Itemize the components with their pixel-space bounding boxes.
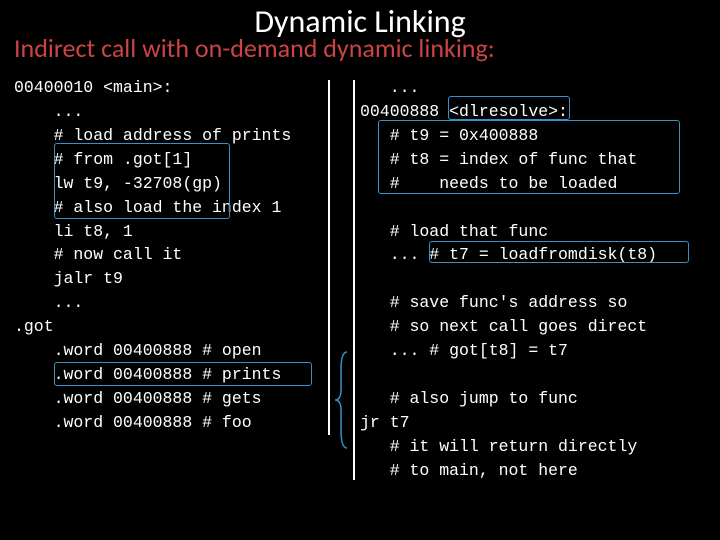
divider-1 xyxy=(328,80,330,435)
divider-2 xyxy=(353,80,355,480)
code-line: # from .got[1] xyxy=(14,150,192,169)
code-line: .word 00400888 # prints xyxy=(14,365,281,384)
code-line: # load address of prints xyxy=(14,126,291,145)
code-line: 00400010 <main>: xyxy=(14,78,172,97)
code-line: ... xyxy=(14,102,83,121)
code-line: .word 00400888 # foo xyxy=(14,413,252,432)
code-line: 00400888 <dlresolve>: xyxy=(360,102,568,121)
code-line: ... xyxy=(14,293,83,312)
code-line: # t9 = 0x400888 xyxy=(360,126,538,145)
code-line: # also jump to func xyxy=(360,389,578,408)
code-line: # needs to be loaded xyxy=(360,174,617,193)
code-block-left: 00400010 <main>: ... # load address of p… xyxy=(14,76,291,435)
code-line: .word 00400888 # gets xyxy=(14,389,262,408)
code-line: # load that func xyxy=(360,222,548,241)
code-line: .got xyxy=(14,317,54,336)
code-line: # now call it xyxy=(14,245,182,264)
code-line: # so next call goes direct xyxy=(360,317,647,336)
code-line: # save func's address so xyxy=(360,293,627,312)
code-block-right: ... 00400888 <dlresolve>: # t9 = 0x40088… xyxy=(360,76,657,483)
code-line: .word 00400888 # open xyxy=(14,341,262,360)
brace-icon xyxy=(331,350,351,450)
code-line: jr t7 xyxy=(360,413,410,432)
code-line: ... # t7 = loadfromdisk(t8) xyxy=(360,245,657,264)
code-line: # to main, not here xyxy=(360,461,578,480)
code-line: ... # got[t8] = t7 xyxy=(360,341,568,360)
code-line: # t8 = index of func that xyxy=(360,150,637,169)
code-line: # it will return directly xyxy=(360,437,637,456)
slide-subtitle: Indirect call with on-demand dynamic lin… xyxy=(14,32,495,64)
code-line: li t8, 1 xyxy=(14,222,133,241)
code-line: ... xyxy=(360,78,419,97)
code-line: lw t9, -32708(gp) xyxy=(14,174,222,193)
code-line: jalr t9 xyxy=(14,269,123,288)
code-line: # also load the index 1 xyxy=(14,198,281,217)
